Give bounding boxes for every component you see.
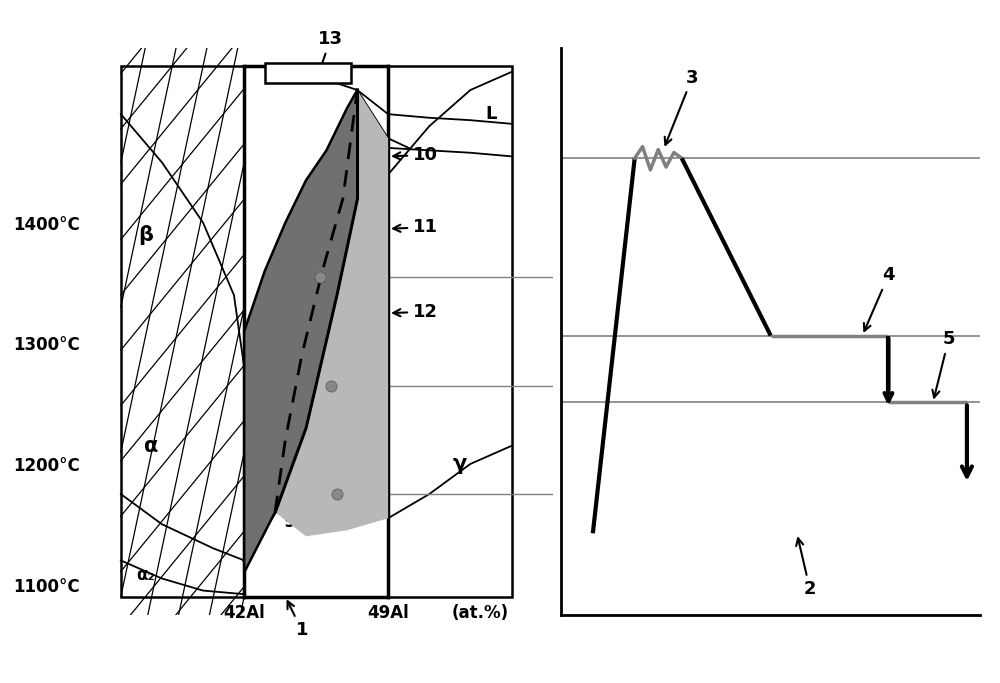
- Text: 3: 3: [665, 69, 698, 145]
- Text: 4: 4: [864, 266, 895, 331]
- Text: 13: 13: [317, 30, 343, 76]
- Text: (at.%): (at.%): [452, 604, 509, 622]
- Polygon shape: [275, 90, 388, 536]
- Text: 11: 11: [393, 219, 438, 236]
- Text: 6: 6: [252, 335, 287, 353]
- Polygon shape: [244, 90, 357, 572]
- Text: 49Al: 49Al: [367, 604, 409, 622]
- Text: α₂: α₂: [136, 566, 155, 584]
- Text: 9: 9: [283, 513, 311, 531]
- Text: 1: 1: [288, 601, 308, 639]
- Text: 2: 2: [796, 538, 816, 598]
- Text: 10: 10: [393, 146, 438, 164]
- Bar: [265, 64, 351, 83]
- Text: L: L: [485, 105, 497, 123]
- Text: 12: 12: [393, 303, 438, 321]
- Text: 8: 8: [252, 464, 291, 482]
- Text: β: β: [138, 225, 153, 245]
- Text: 42Al: 42Al: [223, 604, 265, 622]
- Text: 5: 5: [932, 331, 955, 398]
- Text: γ: γ: [453, 454, 467, 474]
- Bar: [121, 66, 512, 597]
- Text: 7: 7: [263, 387, 297, 405]
- Text: α: α: [144, 436, 159, 456]
